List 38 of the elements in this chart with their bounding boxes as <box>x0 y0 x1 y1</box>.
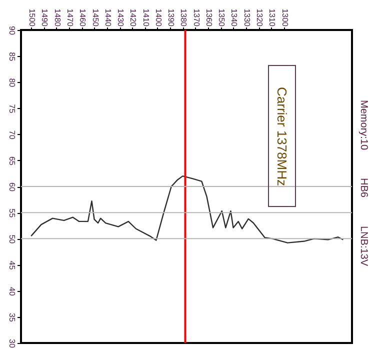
x-tick-label: 1450 <box>90 8 100 28</box>
x-tick-label: 1400 <box>154 8 163 28</box>
x-tick-label: 1440 <box>103 8 112 28</box>
text: LNB:13V <box>358 226 369 266</box>
x-tick-label: 1410 <box>141 8 150 28</box>
x-tick-label: 1390 <box>166 8 176 28</box>
x-tick-label: 1300 <box>280 8 290 28</box>
x-tick-label: 1320 <box>255 8 264 28</box>
x-tick-label: 1500 <box>28 8 37 28</box>
text: HB6 <box>358 178 369 198</box>
y-tick-label: 35 <box>8 312 16 322</box>
y-tick-label: 70 <box>8 130 16 140</box>
y-tick-label: 75 <box>8 104 16 114</box>
y-tick-label: 85 <box>8 52 16 62</box>
x-tick-label: 1420 <box>128 8 138 28</box>
y-tick-label: 50 <box>8 234 16 244</box>
y-tick-label: 90 <box>8 26 16 36</box>
x-tick-label: 1330 <box>242 8 252 28</box>
y-tick-label: 30 <box>8 339 16 348</box>
text: Memory:10 <box>358 100 369 150</box>
x-tick-label: 1340 <box>230 8 239 28</box>
y-tick-label: 65 <box>8 156 16 166</box>
x-tick-label: 1460 <box>78 8 88 28</box>
y-tick-label: 80 <box>8 78 16 88</box>
y-tick-label: 45 <box>8 260 16 270</box>
x-tick-label: 1470 <box>66 8 75 28</box>
x-tick-label: 1350 <box>217 8 226 28</box>
x-tick-label: 1380 <box>179 8 188 28</box>
y-tick-label: 40 <box>8 286 16 296</box>
y-tick-label: 60 <box>8 182 16 192</box>
x-tick-label: 1490 <box>40 8 50 28</box>
x-tick-label: 1360 <box>204 8 214 28</box>
text-box: Carrier 1378MHz <box>268 65 296 207</box>
x-tick-label: 1310 <box>268 8 277 28</box>
y-tick-label: 55 <box>8 208 16 218</box>
x-tick-label: 1430 <box>116 8 126 28</box>
x-tick-label: 1480 <box>52 8 62 28</box>
x-tick-label: 1370 <box>192 8 201 28</box>
